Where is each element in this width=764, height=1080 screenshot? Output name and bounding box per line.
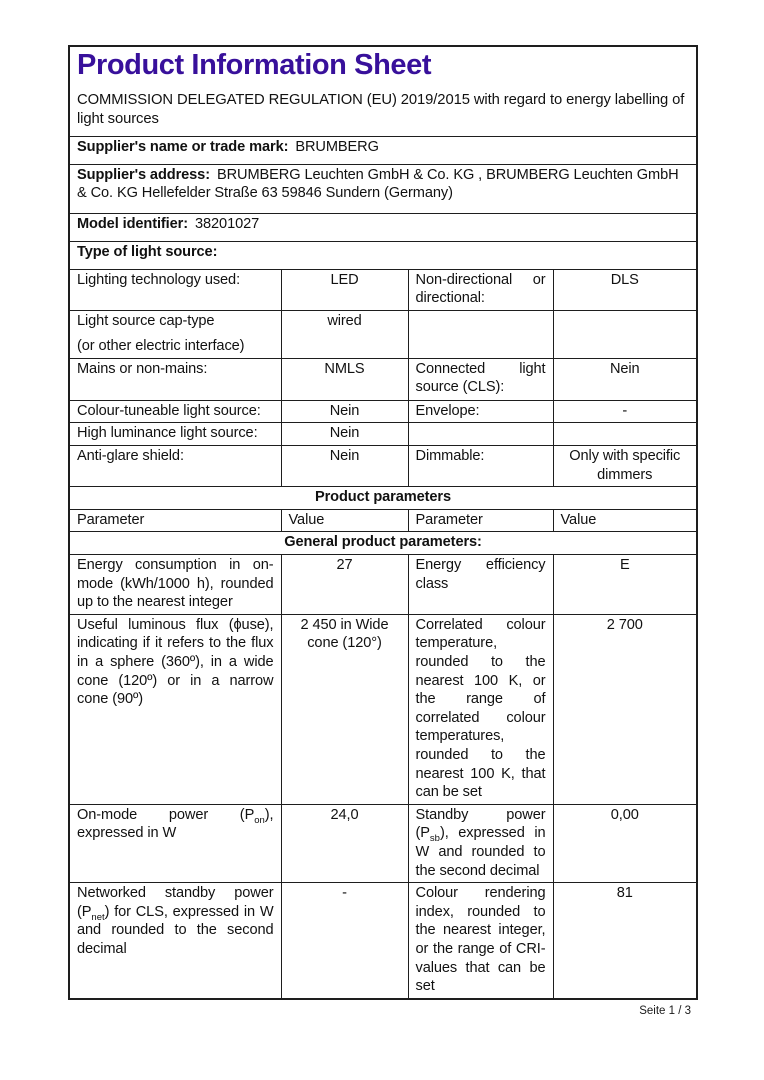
- param-value-cell: Nein: [280, 399, 409, 424]
- param-label-text: ), expressed in W and rounded to the sec…: [415, 825, 546, 879]
- page-number: Seite 1 / 3: [639, 1005, 691, 1017]
- param-value-cell: NMLS: [280, 357, 409, 401]
- table-row: High luminance light source: Nein: [68, 422, 698, 447]
- param-label-cell: [407, 309, 554, 359]
- table-row: Lighting technology used: LED Non-direct…: [68, 268, 698, 311]
- param-value-cell: DLS: [552, 268, 698, 311]
- param-value-cell: 81: [552, 882, 698, 1000]
- param-label-cell: Lighting technology used:: [68, 268, 282, 311]
- param-value-cell: 27: [280, 554, 409, 615]
- param-label-cell: Correlated colour temperature, rounded t…: [407, 613, 554, 805]
- param-value-cell: -: [552, 399, 698, 424]
- table-row: On-mode power (Pon), expressed in W 24,0…: [68, 803, 698, 884]
- column-header: Parameter: [407, 508, 554, 533]
- param-label-cell: Colour rendering index, rounded to the n…: [407, 882, 554, 1000]
- table-row: Mains or non-mains: NMLS Connected light…: [68, 357, 698, 401]
- param-label-cell: Non-directional or directional:: [407, 268, 554, 311]
- supplier-name-value: BRUMBERG: [295, 138, 379, 155]
- param-value-cell: E: [552, 554, 698, 615]
- subscript-text: sb: [429, 833, 440, 845]
- type-heading-row: Type of light source:: [68, 240, 698, 270]
- param-label-line1: Light source cap-type: [77, 312, 215, 329]
- param-label-cell: Standby power (Psb), expressed in W and …: [407, 803, 554, 884]
- param-label-cell: Energy efficiency class: [407, 554, 554, 615]
- param-value-cell: [552, 309, 698, 359]
- supplier-address-row: Supplier's address: BRUMBERG Leuchten Gmb…: [68, 163, 698, 214]
- general-params-heading: General product parameters:: [68, 531, 698, 556]
- param-value-cell: Nein: [280, 422, 409, 447]
- column-header: Parameter: [68, 508, 282, 533]
- param-label-cell: Colour-tuneable light source:: [68, 399, 282, 424]
- regulation-text: COMMISSION DELEGATED REGULATION (EU) 201…: [77, 92, 685, 127]
- param-label-cell: Anti-glare shield:: [68, 445, 282, 488]
- param-value-cell: 0,00: [552, 803, 698, 884]
- table-row: Colour-tuneable light source: Nein Envel…: [68, 399, 698, 424]
- param-label-cell: On-mode power (Pon), expressed in W: [68, 803, 282, 884]
- param-label-cell: Envelope:: [407, 399, 554, 424]
- column-header-row: Parameter Value Parameter Value: [68, 508, 698, 533]
- param-value-cell: 24,0: [280, 803, 409, 884]
- param-label-text: ) for CLS, expressed in W and rounded to…: [77, 903, 274, 957]
- page-title: Product Information Sheet: [77, 49, 432, 81]
- header-row: Product Information Sheet COMMISSION DEL…: [68, 45, 698, 137]
- param-label-text: Standby power (P: [415, 806, 546, 842]
- subscript-text: on: [254, 814, 265, 826]
- column-header: Value: [280, 508, 409, 533]
- subscript-text: net: [91, 911, 105, 923]
- param-label-cell: Light source cap-type (or other electric…: [68, 309, 282, 359]
- supplier-address-value: BRUMBERG Leuchten GmbH & Co. KG , BRUMBE…: [77, 166, 679, 202]
- header-cell: Product Information Sheet COMMISSION DEL…: [68, 45, 698, 137]
- param-label-cell: Mains or non-mains:: [68, 357, 282, 401]
- param-value-cell: Nein: [552, 357, 698, 401]
- param-value-cell: wired: [280, 309, 409, 359]
- table-row: Networked standby power (Pnet) for CLS, …: [68, 882, 698, 1000]
- param-label-cell: Connected light source (CLS):: [407, 357, 554, 401]
- param-label-text: ), expressed in W: [77, 806, 274, 842]
- type-heading: Type of light source:: [68, 240, 698, 270]
- param-label-cell: Networked standby power (Pnet) for CLS, …: [68, 882, 282, 1000]
- param-label-line2: (or other electric interface): [77, 338, 245, 355]
- param-label-cell: High luminance light source:: [68, 422, 282, 447]
- param-value-cell: [552, 422, 698, 447]
- param-label-cell: [407, 422, 554, 447]
- param-label-text: On-mode power (P: [77, 806, 255, 823]
- param-value-cell: 2 450 in Wide cone (120°): [280, 613, 409, 805]
- param-value-cell: LED: [280, 268, 409, 311]
- supplier-address-label: Supplier's address:: [77, 166, 210, 183]
- param-value-cell: -: [280, 882, 409, 1000]
- supplier-name-label: Supplier's name or trade mark:: [77, 138, 289, 155]
- model-identifier-cell: Model identifier: 38201027: [68, 212, 698, 242]
- supplier-name-cell: Supplier's name or trade mark: BRUMBERG: [68, 135, 698, 165]
- model-identifier-value: 38201027: [195, 215, 260, 232]
- param-value-cell: Nein: [280, 445, 409, 488]
- info-sheet-table: Product Information Sheet COMMISSION DEL…: [68, 45, 699, 1000]
- param-label-text: Networked standby power (P: [77, 885, 274, 920]
- table-row: Useful luminous flux (ϕuse), indicating …: [68, 613, 698, 805]
- model-identifier-label: Model identifier:: [77, 215, 188, 232]
- supplier-name-row: Supplier's name or trade mark: BRUMBERG: [68, 135, 698, 165]
- supplier-address-cell: Supplier's address: BRUMBERG Leuchten Gmb…: [68, 163, 698, 214]
- param-label-cell: Energy consumption in on-mode (kWh/1000 …: [68, 554, 282, 615]
- product-params-heading-row: Product parameters: [68, 486, 698, 510]
- param-label-cell: Useful luminous flux (ϕuse), indicating …: [68, 613, 282, 805]
- param-label-cell: Dimmable:: [407, 445, 554, 488]
- product-params-heading: Product parameters: [68, 486, 698, 510]
- general-params-heading-row: General product parameters:: [68, 531, 698, 556]
- table-row: Anti-glare shield: Nein Dimmable: Only w…: [68, 445, 698, 488]
- table-row: Light source cap-type (or other electric…: [68, 309, 698, 359]
- param-value-cell: Only with specific dimmers: [552, 445, 698, 488]
- table-row: Energy consumption in on-mode (kWh/1000 …: [68, 554, 698, 615]
- model-identifier-row: Model identifier: 38201027: [68, 212, 698, 242]
- param-value-cell: 2 700: [552, 613, 698, 805]
- column-header: Value: [552, 508, 698, 533]
- product-information-sheet: Product Information Sheet COMMISSION DEL…: [68, 45, 699, 1000]
